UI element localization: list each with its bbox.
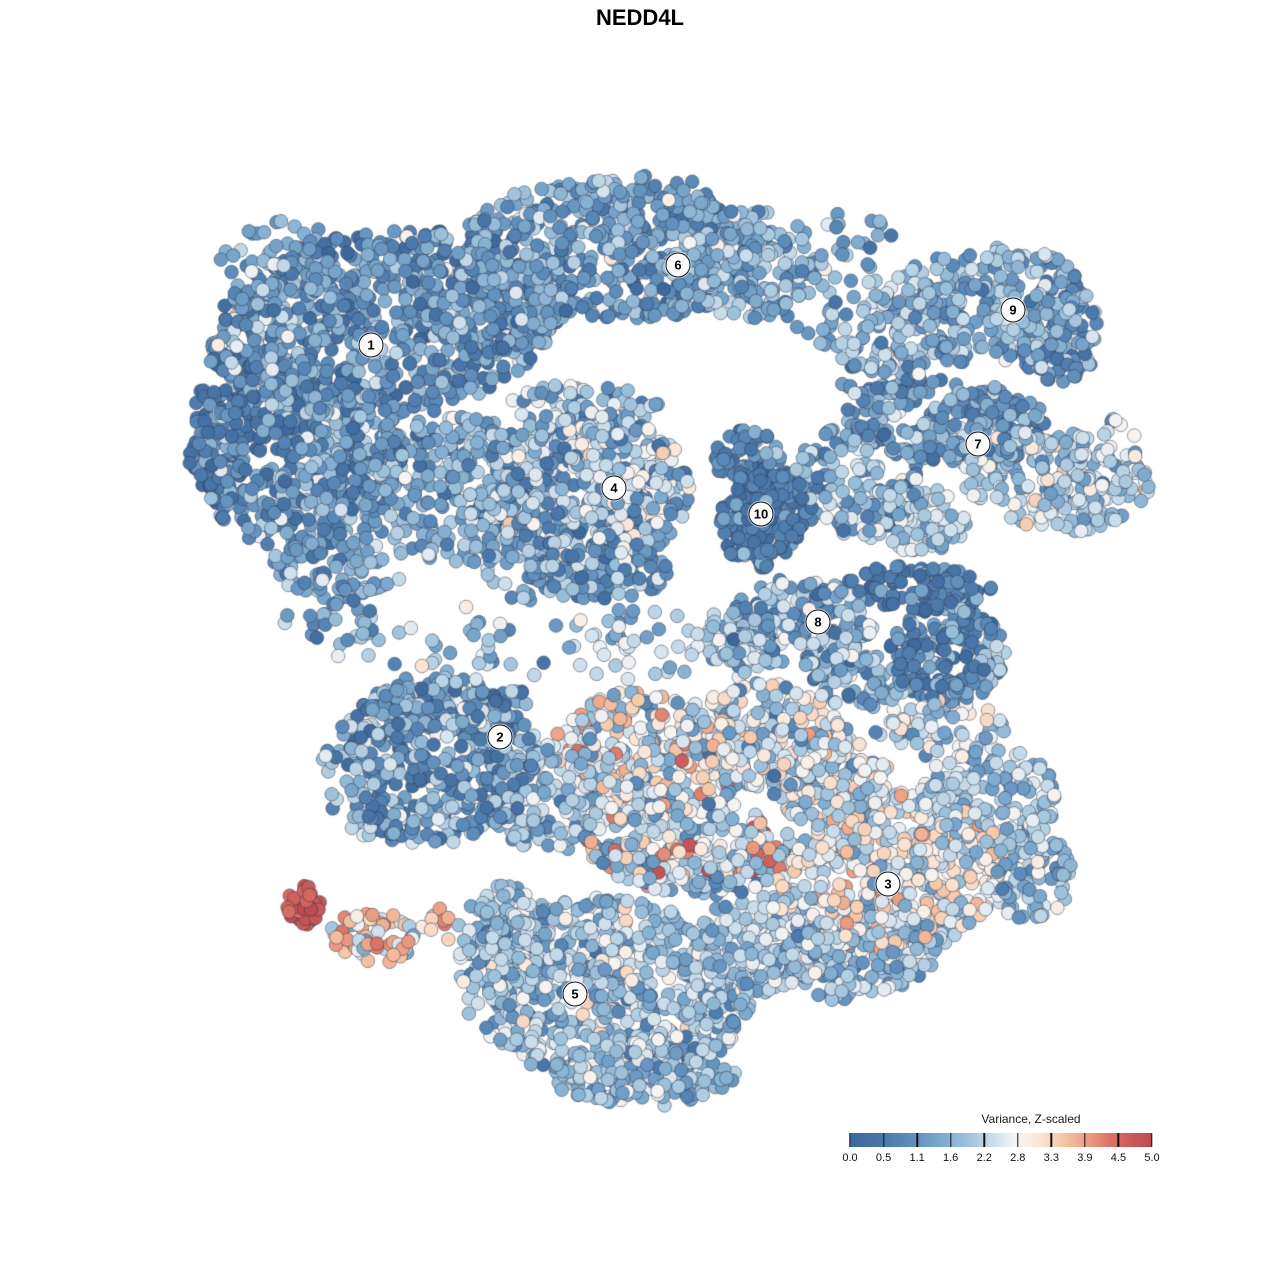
cluster-label-5: 5	[562, 981, 588, 1007]
cluster-label-8: 8	[805, 609, 831, 635]
colorbar-tick-label: 1.1	[909, 1152, 925, 1164]
colorbar-tick-label: 3.3	[1043, 1152, 1059, 1164]
colorbar-tick-label: 2.8	[1010, 1152, 1026, 1164]
cluster-label-7: 7	[965, 431, 991, 457]
cluster-label-10: 10	[748, 501, 774, 527]
colorbar: 0.0 0.5 1.1 1.6 2.2 2.8 3.3 3.9 4.5 5.0	[842, 1133, 1160, 1164]
colorbar-tick-label: 2.2	[976, 1152, 992, 1164]
cluster-label-9: 9	[1000, 297, 1026, 323]
colorbar-tick	[983, 1133, 985, 1147]
colorbar-tick	[882, 1133, 885, 1147]
colorbar-tick-label: 1.6	[943, 1152, 959, 1164]
cluster-label-1: 1	[358, 332, 384, 358]
colorbar-tick	[1050, 1133, 1053, 1147]
colorbar-tick-label: 4.5	[1110, 1152, 1127, 1164]
colorbar-tick	[916, 1133, 918, 1147]
colorbar-tick	[1151, 1133, 1153, 1147]
cluster-label-3: 3	[875, 871, 901, 897]
colorbar-tick-label: 0.0	[842, 1152, 858, 1164]
legend-title: Variance, Z-scaled	[981, 1112, 1081, 1126]
cluster-label-4: 4	[601, 475, 627, 501]
cluster-label-6: 6	[665, 252, 691, 278]
colorbar-tick	[949, 1133, 952, 1147]
colorbar-tick-label: 0.5	[875, 1152, 892, 1164]
colorbar-tick	[1117, 1133, 1120, 1147]
colorbar-tick	[1084, 1133, 1086, 1147]
colorbar-tick-label: 5.0	[1144, 1152, 1160, 1164]
colorbar-tick	[849, 1133, 851, 1147]
colorbar-tick-label: 3.9	[1077, 1152, 1093, 1164]
colorbar-tick	[1017, 1133, 1019, 1147]
cluster-label-2: 2	[487, 724, 513, 750]
